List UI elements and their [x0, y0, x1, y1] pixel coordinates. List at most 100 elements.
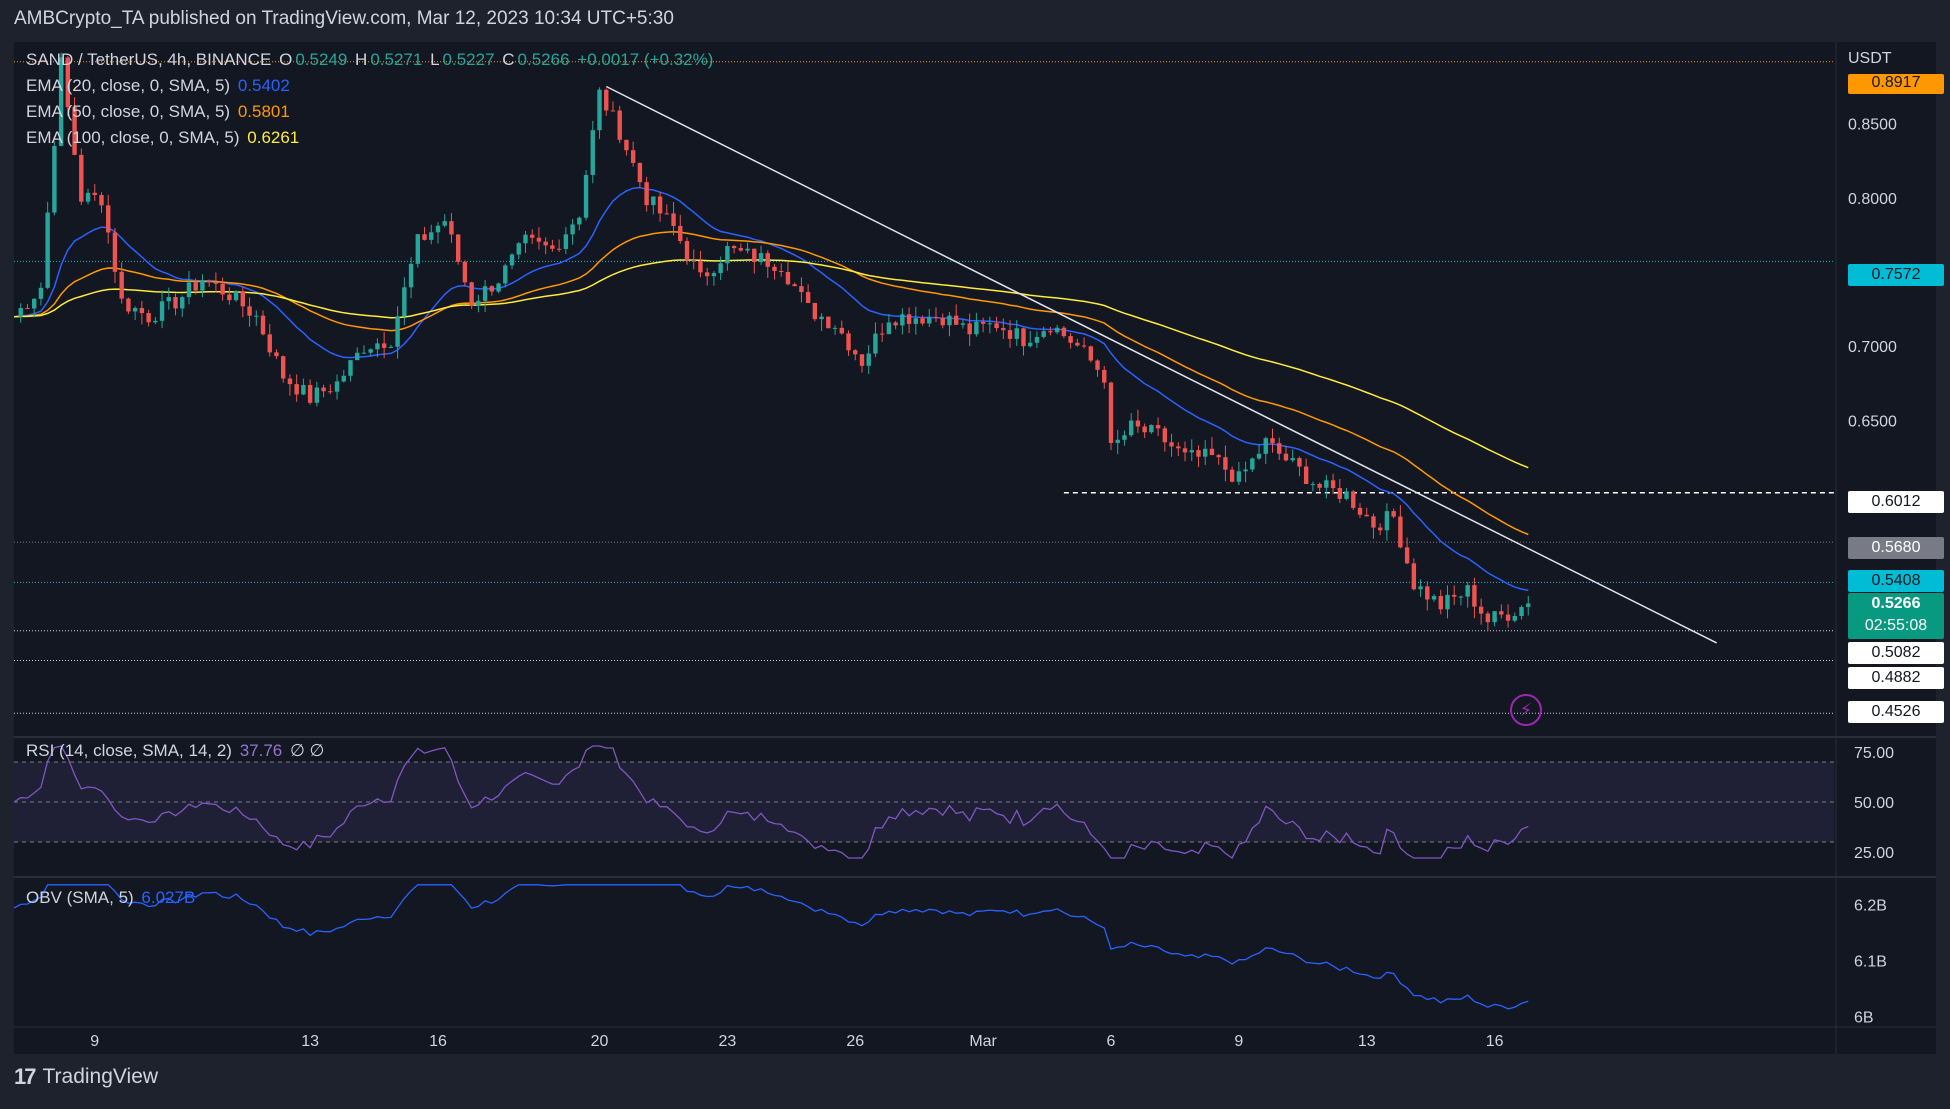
candle-body [886, 322, 892, 335]
candle-body [718, 263, 723, 274]
ema50-value: 0.5801 [237, 102, 290, 121]
candle-body [1075, 342, 1080, 346]
candle-body [1263, 438, 1268, 454]
candle-body [644, 182, 649, 206]
obv-tick-label: 6.2B [1854, 897, 1887, 914]
obv-line [14, 884, 1529, 1010]
candle-body [920, 318, 925, 324]
candle-body [826, 316, 831, 329]
candle-body [947, 315, 952, 326]
candle-body [1452, 594, 1457, 597]
candle-body [994, 323, 999, 329]
candle-body [1425, 586, 1430, 600]
candle-body [1344, 491, 1349, 499]
candle-body [597, 89, 602, 131]
candle-body [651, 196, 656, 206]
candle-body [1404, 547, 1410, 564]
candle-body [731, 246, 737, 249]
candle-body [85, 192, 91, 202]
candle-body [455, 234, 461, 262]
candle-body [954, 315, 959, 325]
candle-body [550, 245, 555, 249]
chart-canvas[interactable]: 0.8500 0.8000 0.7000 0.6500 75.00 50.00 25.00 6… [14, 42, 1936, 1054]
candle-body [328, 391, 333, 393]
candle-body [805, 292, 811, 303]
candle-body [1081, 345, 1087, 347]
legend-rsi[interactable]: RSI (14, close, SMA, 14, 2) 37.76 ∅ ∅ [26, 741, 327, 761]
candle-body [590, 130, 595, 175]
legend-ohlc: SAND / TetherUS, 4h, BINANCE O 0.5249 H 0.… [26, 50, 716, 70]
candle-body [617, 110, 622, 140]
candle-body [839, 327, 844, 334]
candle-body [1330, 480, 1336, 489]
candle-body [772, 266, 777, 271]
candle-body [1465, 585, 1470, 597]
rsi-value: 37.76 [239, 741, 283, 760]
rsi-tick-label: 75.00 [1854, 745, 1894, 762]
candle-body [368, 349, 373, 353]
obv-tick-label: 6B [1854, 1009, 1874, 1026]
candle-body [1485, 613, 1491, 623]
legend-open-label: O [279, 50, 293, 69]
candle-body [1203, 448, 1208, 457]
candle-body [785, 272, 791, 285]
candle-body [1250, 458, 1255, 470]
candle-body [429, 232, 434, 240]
candle-body [812, 302, 818, 320]
candle-body [832, 327, 838, 329]
price-tag-cyan: 0.7572 [1848, 264, 1944, 286]
candle-body [307, 384, 313, 403]
price-tag-top: 0.8917 [1848, 74, 1944, 94]
candle-body [987, 323, 993, 325]
ema100-label: EMA (100, close, 0, SMA, 5) [26, 128, 240, 147]
chart-frame[interactable]: 0.8500 0.8000 0.7000 0.6500 75.00 50.00 25.00 6… [14, 42, 1944, 1054]
candle-body [314, 387, 320, 403]
candle-body [846, 333, 851, 351]
candle-body [449, 221, 454, 235]
candle-body [220, 283, 225, 295]
candle-body [1256, 453, 1262, 459]
ema50-line [14, 231, 1529, 536]
candle-body [940, 318, 945, 326]
obv-label: OBV (SMA, 5) [26, 888, 134, 907]
candle-body [1155, 425, 1161, 429]
legend-low: 0.5227 [442, 50, 495, 69]
candle-body [200, 280, 205, 291]
candle-body [206, 280, 212, 283]
candle-body [126, 298, 131, 312]
candle-body [752, 248, 757, 262]
lightning-icon[interactable]: ⚡ [1510, 694, 1542, 726]
candle-body [1270, 438, 1275, 444]
candle-body [375, 343, 380, 350]
candle-body [482, 286, 488, 301]
candle-body [1351, 491, 1356, 508]
candle-body [233, 291, 239, 301]
legend-ema20[interactable]: EMA (20, close, 0, SMA, 5) 0.5402 [26, 76, 293, 96]
candle-body [31, 298, 37, 309]
candle-body [79, 154, 84, 202]
candle-body [1438, 596, 1443, 610]
legend-ema100[interactable]: EMA (100, close, 0, SMA, 5) 0.6261 [26, 128, 302, 148]
candle-body [1277, 443, 1282, 454]
candle-body [779, 270, 784, 273]
ema20-label: EMA (20, close, 0, SMA, 5) [26, 76, 231, 95]
candle-body [577, 217, 582, 225]
ema100-value: 0.6261 [247, 128, 300, 147]
current-price: 0.5266 [1871, 595, 1921, 612]
legend-ema50[interactable]: EMA (50, close, 0, SMA, 5) 0.5801 [26, 102, 293, 122]
candle-body [287, 378, 293, 385]
candle-body [65, 57, 71, 108]
obv-tick-label: 6.1B [1854, 953, 1887, 970]
candle-body [415, 234, 420, 264]
rsi-line [14, 745, 1529, 859]
candle-body [725, 246, 730, 264]
candle-body [684, 241, 690, 261]
candle-body [267, 334, 272, 353]
legend-obv[interactable]: OBV (SMA, 5) 6.027B [26, 888, 198, 908]
candle-body [227, 294, 232, 301]
tradingview-name: TradingView [42, 1065, 159, 1088]
time-tick-label: 9 [1234, 1033, 1243, 1050]
candle-body [180, 297, 185, 309]
candle-body [159, 301, 165, 321]
candle-body [960, 323, 966, 325]
